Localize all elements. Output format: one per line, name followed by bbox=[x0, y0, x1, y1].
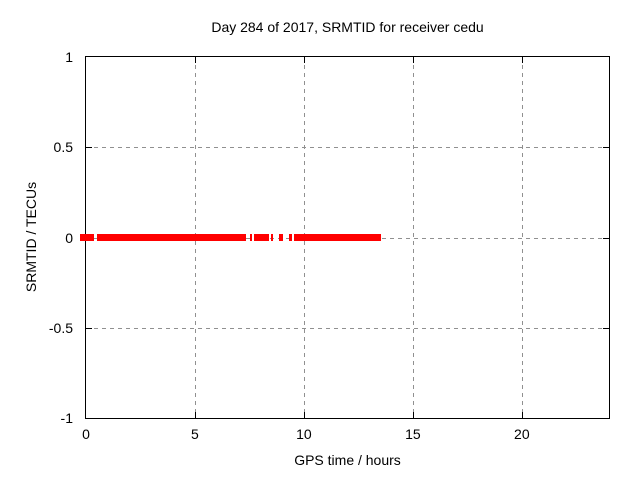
x-axis-label: GPS time / hours bbox=[294, 452, 401, 468]
y-tick-label: -0.5 bbox=[48, 319, 73, 336]
y-tick-mark-left bbox=[86, 147, 92, 149]
y-tick-label: -1 bbox=[60, 410, 73, 426]
y-tick-label: 1 bbox=[65, 49, 73, 65]
data-point-segment bbox=[293, 234, 382, 241]
x-tick-label: 20 bbox=[514, 426, 530, 442]
plot-area bbox=[80, 56, 610, 419]
gridline-horizontal bbox=[86, 147, 609, 149]
data-point-segment bbox=[80, 234, 95, 241]
data-point-segment bbox=[249, 234, 253, 241]
chart-title: Day 284 of 2017, SRMTID for receiver ced… bbox=[211, 19, 484, 35]
data-point-segment bbox=[96, 234, 247, 241]
y-tick-mark-left bbox=[86, 327, 92, 329]
x-tick-mark-top bbox=[521, 57, 523, 63]
x-tick-label: 10 bbox=[296, 426, 312, 442]
x-tick-mark-bottom bbox=[303, 412, 305, 418]
x-tick-label: 5 bbox=[191, 426, 199, 442]
y-tick-mark-right bbox=[603, 237, 609, 239]
data-point-segment bbox=[288, 234, 293, 241]
x-tick-mark-top bbox=[303, 57, 305, 63]
y-tick-label: 0 bbox=[65, 229, 73, 246]
x-tick-label: 0 bbox=[82, 426, 90, 442]
x-tick-mark-bottom bbox=[194, 412, 196, 418]
data-point-segment bbox=[271, 234, 273, 241]
y-tick-mark-right bbox=[603, 147, 609, 149]
x-tick-mark-top bbox=[194, 57, 196, 63]
data-point-segment bbox=[254, 234, 269, 241]
gridline-horizontal bbox=[86, 327, 609, 329]
x-tick-mark-bottom bbox=[412, 412, 414, 418]
x-tick-mark-top bbox=[412, 57, 414, 63]
data-point-segment bbox=[279, 234, 283, 241]
y-tick-label: 0.5 bbox=[53, 139, 73, 156]
x-tick-mark-bottom bbox=[521, 412, 523, 418]
y-tick-mark-right bbox=[603, 327, 609, 329]
x-tick-label: 15 bbox=[405, 426, 421, 442]
